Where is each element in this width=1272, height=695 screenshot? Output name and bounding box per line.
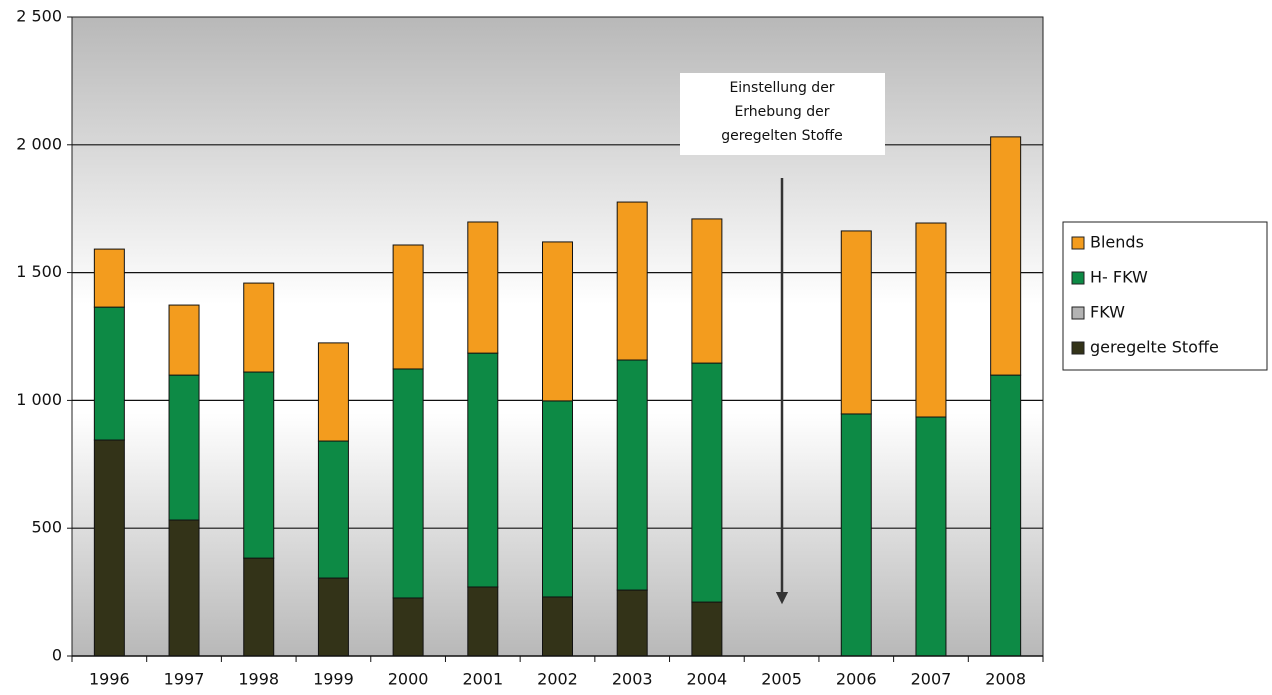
x-tick-label: 2006 — [836, 670, 877, 689]
bar-segment — [467, 221, 499, 354]
bar-segment — [168, 304, 200, 376]
x-tick-label: 2003 — [612, 670, 653, 689]
bar-segment — [990, 374, 1022, 657]
x-tick-label: 1999 — [313, 670, 354, 689]
legend-label: Blends — [1090, 233, 1144, 252]
bar-segment — [691, 362, 723, 603]
bar-segment — [840, 413, 872, 657]
annotation-box — [680, 73, 885, 155]
bar-segment — [392, 368, 424, 599]
legend-swatch — [1071, 271, 1085, 285]
bar-segment — [542, 400, 573, 598]
annotation-text: Einstellung der — [729, 80, 834, 96]
bar-segment — [93, 306, 125, 441]
bar-segment — [915, 222, 947, 418]
bar-segment — [93, 439, 125, 657]
legend-swatch — [1071, 236, 1085, 250]
x-tick-label: 1998 — [238, 670, 279, 689]
x-tick-label: 2002 — [537, 670, 578, 689]
bar-segment — [691, 218, 723, 364]
legend-label: H- FKW — [1090, 268, 1148, 287]
x-tick-label: 2007 — [911, 670, 952, 689]
legend-swatch — [1071, 306, 1085, 320]
x-tick-label: 2004 — [687, 670, 728, 689]
y-tick-label: 500 — [31, 518, 62, 537]
bar-segment — [317, 577, 349, 657]
x-tick-label: 2005 — [761, 670, 802, 689]
bar-segment — [93, 248, 125, 308]
x-tick-label: 2001 — [462, 670, 503, 689]
x-tick-label: 1997 — [164, 670, 205, 689]
x-tick-label: 2008 — [985, 670, 1026, 689]
bar-segment — [392, 244, 424, 370]
bar-segment — [467, 586, 499, 657]
y-tick-label: 1 500 — [16, 262, 62, 281]
bar-segment — [243, 557, 275, 657]
bar-segment — [840, 230, 872, 415]
y-tick-label: 2 500 — [16, 7, 62, 26]
bar-segment — [915, 416, 947, 657]
annotation-text: geregelten Stoffe — [721, 128, 843, 144]
legend-label: geregelte Stoffe — [1090, 338, 1219, 357]
legend-swatch — [1071, 341, 1085, 355]
bar-segment — [616, 589, 648, 657]
y-tick-label: 0 — [52, 646, 62, 665]
bar-segment — [467, 352, 499, 588]
bar-segment — [392, 597, 424, 657]
legend-box — [1062, 221, 1268, 371]
bar-segment — [616, 359, 648, 591]
y-tick-label: 2 000 — [16, 134, 62, 153]
bar-segment — [243, 371, 275, 559]
bar-segment — [542, 596, 573, 657]
bar-segment — [168, 374, 200, 521]
bar-segment — [542, 241, 573, 402]
bar-segment — [168, 519, 200, 657]
x-tick-label: 1996 — [89, 670, 130, 689]
bar-segment — [616, 201, 648, 361]
bar-segment — [243, 282, 275, 373]
bar-segment — [317, 342, 349, 442]
bar-segment — [691, 601, 723, 657]
bar-segment — [317, 440, 349, 579]
y-tick-label: 1 000 — [16, 390, 62, 409]
legend-label: FKW — [1090, 303, 1125, 322]
bar-segment — [990, 136, 1022, 376]
x-tick-label: 2000 — [388, 670, 429, 689]
annotation-text: Erhebung der — [734, 104, 829, 120]
